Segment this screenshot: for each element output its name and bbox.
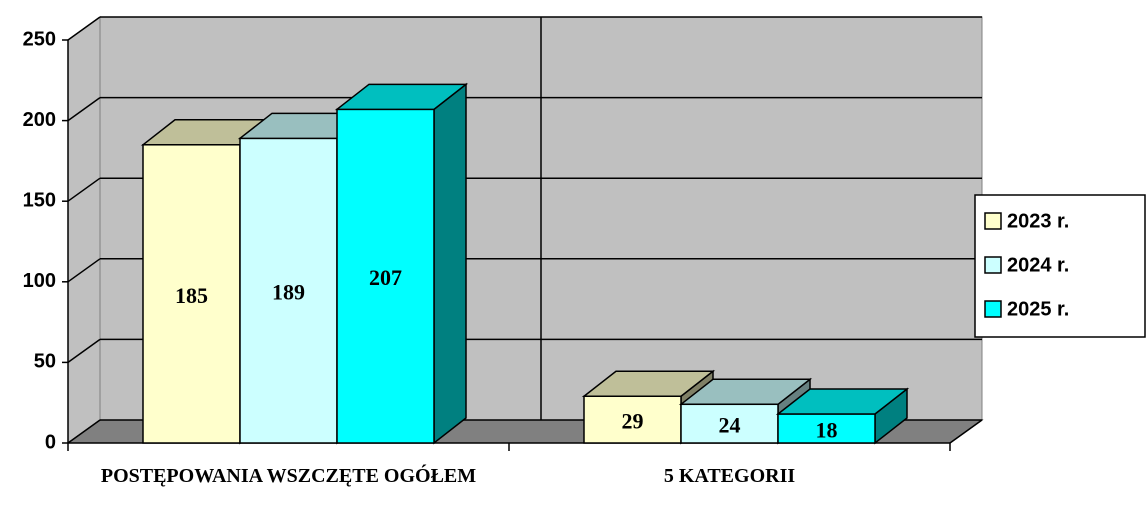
bar — [336, 108, 435, 444]
value-label: 189 — [272, 280, 305, 305]
x-tick-label: POSTĘPOWANIA WSZCZĘTE OGÓŁEM — [100, 465, 477, 487]
legend-swatch — [984, 256, 1002, 274]
bar-top — [334, 83, 469, 111]
bar — [239, 137, 338, 444]
bar-top — [581, 370, 716, 398]
value-label: 29 — [622, 409, 644, 434]
legend-swatch — [984, 212, 1002, 230]
grid-line — [67, 338, 101, 364]
legend-box — [974, 194, 1146, 338]
y-tick-label: 200 — [23, 109, 56, 131]
value-label: 207 — [369, 265, 402, 290]
bar-top — [775, 388, 910, 415]
bar — [583, 395, 682, 444]
legend-swatch — [984, 300, 1002, 318]
grid-line — [67, 177, 101, 202]
y-tick-label: 250 — [23, 28, 56, 50]
bar — [777, 413, 876, 444]
legend-label: 2025 r. — [1007, 298, 1069, 320]
grid-line — [67, 419, 101, 444]
y-tick-label: 0 — [45, 431, 56, 453]
legend-label: 2023 r. — [1007, 210, 1069, 232]
value-label: 18 — [816, 418, 838, 443]
grid-line — [67, 258, 101, 283]
floor-edge — [949, 419, 983, 444]
value-label: 24 — [719, 413, 741, 438]
y-tick-label: 150 — [23, 189, 56, 211]
y-tick-label: 50 — [34, 351, 56, 373]
grid-line — [67, 96, 101, 122]
bar-top — [678, 378, 813, 406]
y-tick-label: 100 — [23, 270, 56, 292]
legend-label: 2024 r. — [1007, 254, 1069, 276]
x-tick-label: 5 KATEGORII — [663, 465, 796, 487]
value-label: 185 — [175, 283, 208, 308]
side-wall — [67, 16, 101, 444]
grid-line — [67, 16, 101, 41]
bar-side — [433, 82, 467, 445]
